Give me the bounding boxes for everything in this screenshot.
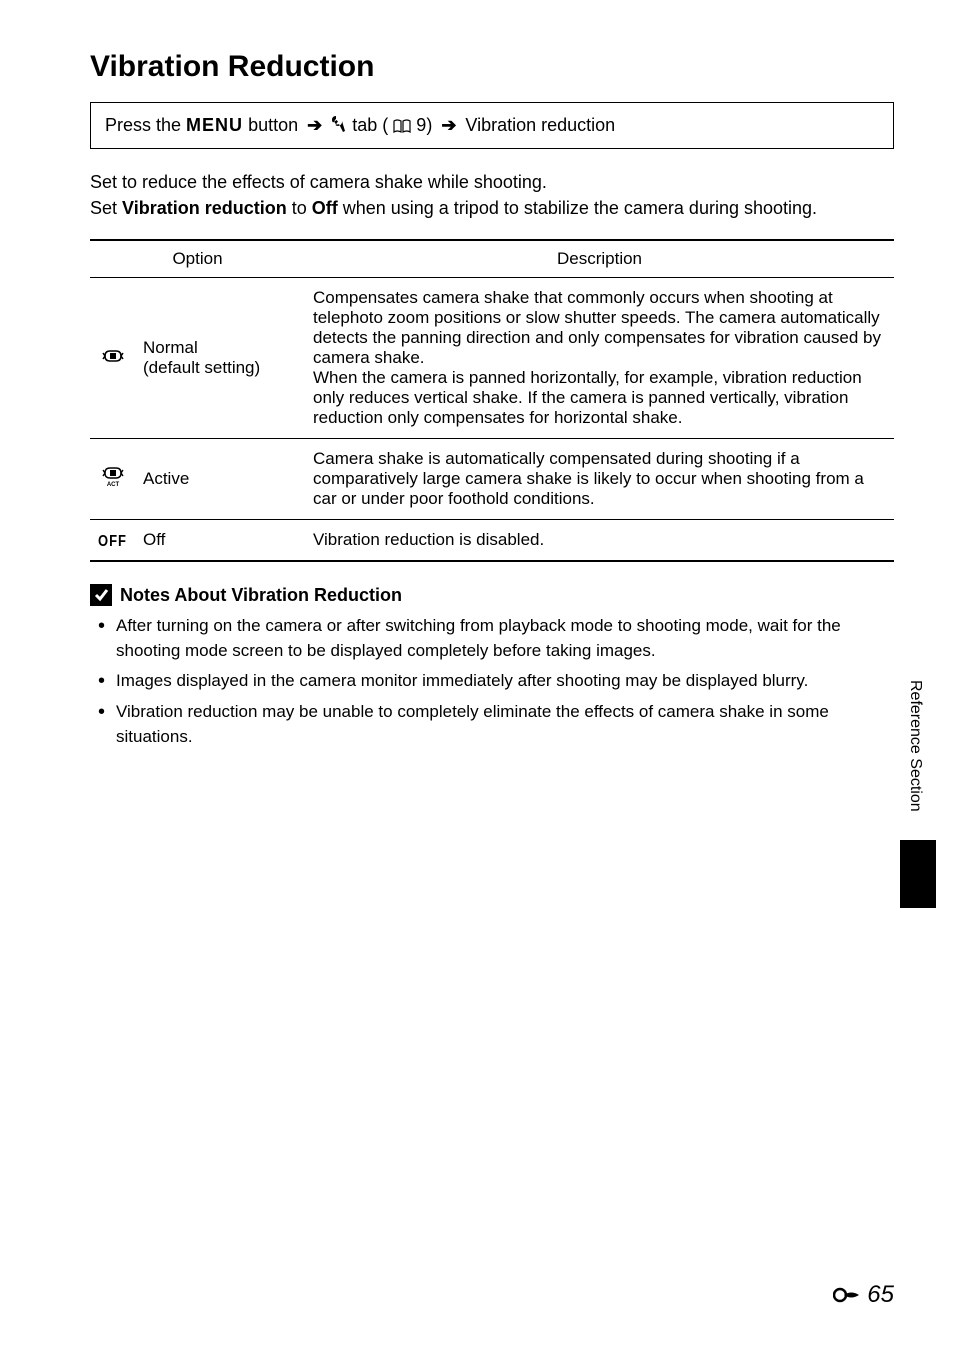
check-icon [90, 584, 112, 606]
intro-frag: to [287, 198, 312, 218]
table-row: OFF Off Vibration reduction is disabled. [90, 520, 894, 562]
list-item: After turning on the camera or after swi… [116, 614, 894, 663]
arrow-icon: ➔ [441, 115, 456, 136]
vr-normal-icon [90, 278, 135, 439]
description-header: Description [305, 240, 894, 278]
page-link-icon [833, 1286, 863, 1304]
table-row: Normal (default setting) Compensates cam… [90, 278, 894, 439]
intro-line1: Set to reduce the effects of camera shak… [90, 169, 894, 195]
page-number-text: 65 [867, 1281, 894, 1309]
breadcrumb-close: ) [426, 115, 437, 135]
intro-text: Set to reduce the effects of camera shak… [90, 169, 894, 221]
intro-bold: Off [312, 198, 338, 218]
intro-line2: Set Vibration reduction to Off when usin… [90, 195, 894, 221]
book-icon [393, 115, 416, 135]
breadcrumb-box: Press the MENU button ➔ tab ( 9) ➔ Vibra… [90, 102, 894, 149]
option-label: Off [135, 520, 305, 562]
notes-heading: Notes About Vibration Reduction [90, 584, 894, 606]
page-title: Vibration Reduction [90, 50, 894, 84]
wrench-icon [331, 115, 352, 135]
notes-heading-text: Notes About Vibration Reduction [120, 585, 402, 606]
option-label-line: (default setting) [143, 358, 297, 378]
options-table: Option Description Normal (default setti… [90, 239, 894, 562]
list-item: Images displayed in the camera monitor i… [116, 669, 894, 694]
breadcrumb-button-word: button [248, 115, 303, 135]
intro-frag: Set [90, 198, 122, 218]
option-label-line: Normal [143, 338, 297, 358]
vr-active-icon: ACT [90, 439, 135, 520]
breadcrumb-page-ref: 9 [416, 115, 426, 135]
table-row: ACT Active Camera shake is automatically… [90, 439, 894, 520]
side-tab-label: Reference Section [906, 680, 924, 812]
off-icon-text: OFF [98, 532, 127, 550]
option-label-line: Off [143, 530, 297, 550]
option-description: Vibration reduction is disabled. [305, 520, 894, 562]
breadcrumb-end: Vibration reduction [465, 115, 615, 135]
vr-off-icon: OFF [90, 520, 135, 562]
breadcrumb-press: Press the [105, 115, 186, 135]
side-tab-marker [900, 840, 936, 908]
breadcrumb-tab-word: tab ( [352, 115, 388, 135]
intro-bold: Vibration reduction [122, 198, 287, 218]
option-label: Active [135, 439, 305, 520]
option-header: Option [90, 240, 305, 278]
option-label-line: Active [143, 469, 297, 489]
option-description: Compensates camera shake that commonly o… [305, 278, 894, 439]
option-label: Normal (default setting) [135, 278, 305, 439]
option-description: Camera shake is automatically compensate… [305, 439, 894, 520]
list-item: Vibration reduction may be unable to com… [116, 700, 894, 749]
arrow-icon: ➔ [307, 115, 322, 136]
intro-frag: when using a tripod to stabilize the cam… [338, 198, 817, 218]
notes-list: After turning on the camera or after swi… [90, 614, 894, 749]
menu-button-label: MENU [186, 115, 243, 135]
page-number: 65 [833, 1281, 894, 1309]
svg-text:ACT: ACT [106, 482, 119, 487]
